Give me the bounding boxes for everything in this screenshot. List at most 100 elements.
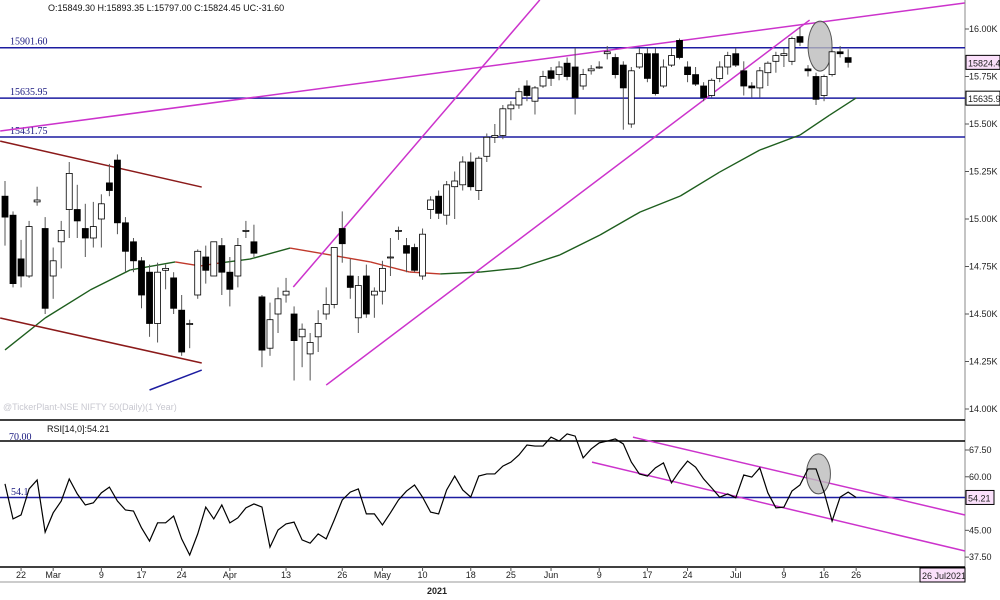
candle [346, 258, 354, 299]
candle [740, 61, 748, 96]
candle-body [146, 271, 153, 324]
candle [138, 257, 145, 309]
candle-body [467, 161, 475, 188]
candle-body [330, 247, 338, 305]
candle [33, 186, 41, 206]
candle-body [844, 57, 852, 63]
long-rising-line-trendline [0, 2, 965, 132]
candle [17, 239, 25, 288]
candle [234, 238, 242, 288]
candle-body [595, 66, 603, 69]
candle-body [105, 182, 113, 191]
candle-body [210, 241, 218, 277]
candle [97, 194, 105, 248]
candle [114, 154, 121, 235]
rsi-level-label: 54.1 [11, 487, 29, 498]
candle [724, 51, 732, 75]
moving-average-segment [799, 114, 831, 136]
candle [483, 133, 491, 162]
candle-body [250, 241, 258, 254]
candle-body [73, 209, 81, 222]
candle [804, 65, 812, 77]
candle [507, 101, 515, 121]
candle [820, 74, 828, 102]
candle-body [57, 229, 65, 243]
candle-body [692, 74, 699, 85]
candle [515, 87, 523, 109]
candle [379, 260, 386, 305]
x-tick-label: May [374, 570, 392, 580]
moving-average-segment [249, 247, 291, 260]
candle [627, 67, 635, 128]
candle-body [780, 53, 788, 57]
candle-body [700, 85, 708, 98]
candle [555, 61, 563, 81]
candle [370, 287, 378, 318]
x-tick-label: 16 [819, 570, 829, 580]
y-tick-label: 14.50K [969, 309, 998, 319]
candle [595, 61, 603, 69]
candle [523, 80, 531, 102]
watermark: @TickerPlant-NSE NIFTY 50(Daily)(1 Year) [3, 402, 177, 412]
x-tick-label: 24 [177, 570, 187, 580]
candle [290, 306, 298, 381]
candle [684, 61, 691, 83]
x-tick-label: Jul [730, 570, 742, 580]
candle [732, 48, 740, 67]
x-tick-label: 17 [137, 570, 147, 580]
y-tick-label: 16.00K [969, 24, 998, 34]
candle [635, 48, 643, 69]
candle-body [346, 275, 354, 288]
candle [330, 247, 338, 309]
candle [322, 287, 330, 320]
y-tick-label: 14.25K [969, 357, 998, 367]
candle [387, 238, 394, 276]
candle-body [788, 38, 796, 62]
price-tag-label: 15824.4 [968, 58, 1000, 68]
candle [812, 72, 820, 105]
candle [314, 310, 322, 352]
candle [652, 48, 659, 96]
candle-body [644, 53, 651, 79]
candle-body [716, 66, 724, 79]
candle-body [475, 157, 483, 191]
candle-body [49, 260, 57, 277]
candle-body [41, 228, 49, 309]
level-label: 15431.75 [10, 126, 48, 137]
candle-body [130, 241, 137, 262]
candle-body [563, 62, 571, 77]
year-label: 2021 [427, 586, 447, 596]
price-pane[interactable]: 16.00K 15.75K 15.50K 15.25K 15.00K 14.75K 14.5… [0, 0, 1000, 582]
candle [748, 82, 756, 98]
candle [611, 53, 619, 79]
ohlc-readout: O:15849.30 H:15893.35 L:15797.00 C:15824… [48, 3, 284, 13]
candle [780, 48, 788, 67]
candle-body [796, 36, 804, 43]
rsi-overbought-label: 70.00 [9, 432, 32, 443]
x-axis: 22 Mar 9 17 24 Apr 13 26 May 10 18 25 Jun 9 17 24 Jul 9 16… [0, 566, 965, 583]
y-tick-label: 15.25K [969, 167, 998, 177]
moving-average-segment [829, 97, 857, 116]
candle-body [419, 233, 426, 277]
candle [692, 67, 699, 86]
rsi-pane[interactable]: 67.50 60.00 45.00 37.50 54.21 [0, 433, 995, 562]
moving-average-segment [440, 271, 481, 275]
candle [459, 156, 467, 191]
y-tick-label: 15.00K [969, 214, 998, 224]
x-tick-label: 17 [642, 570, 652, 580]
candle-body [724, 55, 732, 68]
candle-body [676, 40, 683, 58]
candle [403, 238, 410, 273]
rsi-y-tick-label: 60.00 [969, 472, 992, 482]
candle [579, 68, 587, 90]
candle-body [186, 323, 194, 325]
moving-average-segment [559, 234, 601, 256]
moving-average-segment [639, 195, 681, 213]
candle [194, 249, 202, 299]
candle [411, 243, 418, 273]
candle [828, 49, 836, 77]
candle [587, 65, 595, 75]
candle [716, 61, 724, 83]
candle [836, 46, 844, 58]
